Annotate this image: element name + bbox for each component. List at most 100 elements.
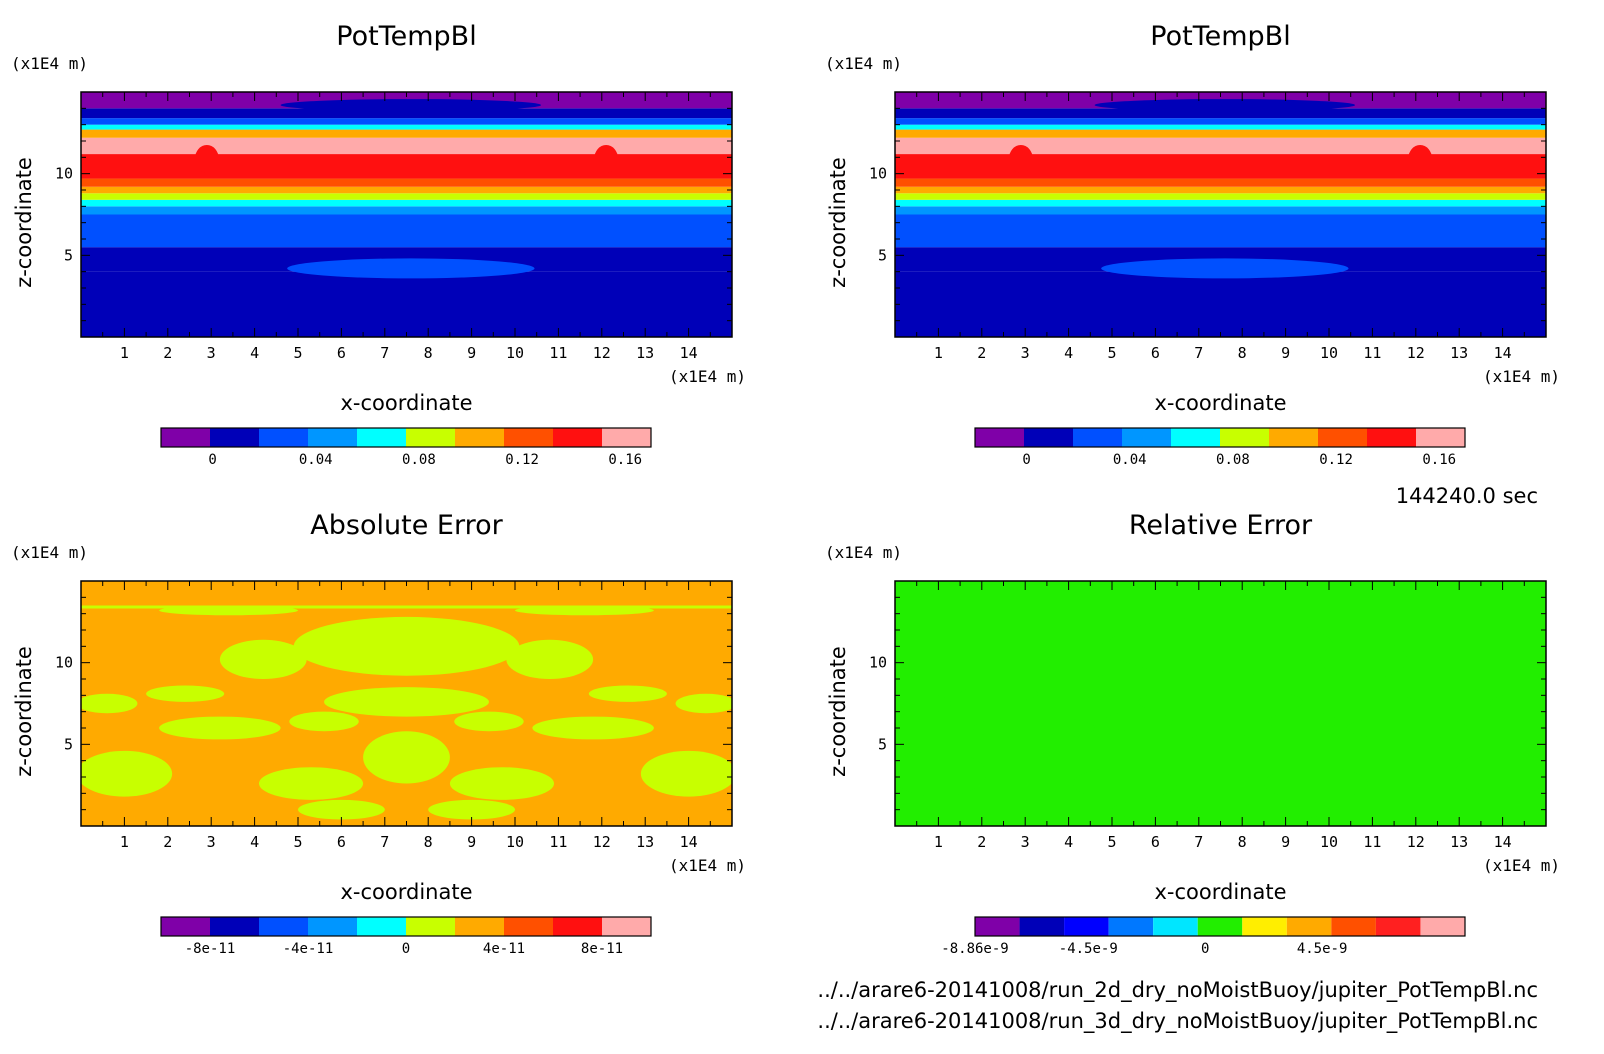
error-blob-2 xyxy=(1138,687,1303,717)
error-blob-15 xyxy=(454,711,524,732)
colorbar-tick-label: 0.04 xyxy=(1113,452,1147,468)
contour-band-9 xyxy=(81,154,732,179)
y-tick-label: 5 xyxy=(878,246,887,264)
x-tick-label: 10 xyxy=(506,344,524,362)
x-tick-label: 11 xyxy=(1363,344,1381,362)
chart-title: Absolute Error xyxy=(310,510,503,541)
y-unit-label: (x1E4 m) xyxy=(825,543,902,562)
plume-1 xyxy=(1008,144,1033,173)
colorbar-swatch xyxy=(1367,428,1416,447)
contour-band-13 xyxy=(895,118,1546,125)
error-blob-12 xyxy=(960,685,1039,702)
lens-upper xyxy=(280,99,542,112)
x-tick-label: 14 xyxy=(1494,344,1512,362)
y-tick-label: 10 xyxy=(55,165,73,183)
colorbar-swatch xyxy=(308,917,357,936)
plume-2 xyxy=(594,144,619,173)
x-tick-label: 9 xyxy=(1281,833,1290,851)
x-tick-label: 13 xyxy=(1450,833,1468,851)
x-tick-label: 3 xyxy=(207,833,216,851)
y-axis-label: z-coordinate xyxy=(12,646,36,777)
x-tick-label: 12 xyxy=(593,344,611,362)
colorbar-swatch xyxy=(210,917,259,936)
colorbar-frame xyxy=(160,916,652,937)
x-tick-label: 7 xyxy=(380,833,389,851)
colorbar-swatch xyxy=(1064,917,1109,936)
colorbar-swatch xyxy=(308,428,357,447)
contour-field xyxy=(895,581,1546,826)
colorbar-swatch xyxy=(1269,428,1318,447)
error-blob-4 xyxy=(219,639,307,680)
lens-lower xyxy=(287,258,535,279)
x-tick-label: 4 xyxy=(250,833,259,851)
colorbar-swatch xyxy=(357,917,406,936)
colorbar-frame xyxy=(974,916,1466,937)
colorbar-swatch xyxy=(1331,917,1376,936)
x-axis-label: x-coordinate xyxy=(1154,391,1286,415)
colorbar-swatch xyxy=(1108,917,1154,936)
colorbar-tick-label: 4.5e-9 xyxy=(1297,941,1348,957)
x-tick-label: 10 xyxy=(506,833,524,851)
x-tick-label: 2 xyxy=(977,833,986,851)
x-axis-label: x-coordinate xyxy=(340,391,472,415)
x-tick-label: 12 xyxy=(1407,344,1425,362)
colorbar-swatch xyxy=(1024,428,1073,447)
x-tick-label: 4 xyxy=(1064,344,1073,362)
colorbar-tick-label: 0.16 xyxy=(1422,452,1456,468)
x-tick-label: 10 xyxy=(1320,833,1338,851)
x-tick-label: 5 xyxy=(1107,344,1116,362)
x-tick-label: 1 xyxy=(934,833,943,851)
file-path-1: ../../arare6-20141008/run_2d_dry_noMoist… xyxy=(817,978,1538,1003)
x-tick-label: 8 xyxy=(424,344,433,362)
error-blob-4 xyxy=(1033,639,1121,680)
y-tick-label: 10 xyxy=(55,654,73,672)
error-blob-21 xyxy=(428,799,515,820)
x-unit-label: (x1E4 m) xyxy=(669,856,746,875)
colorbar-tick-label: -8e-11 xyxy=(185,941,236,957)
contour-field xyxy=(81,581,732,826)
x-tick-label: 11 xyxy=(549,344,567,362)
error-blob-7 xyxy=(532,716,654,740)
contour-band-9 xyxy=(895,154,1546,179)
error-blob-11 xyxy=(1263,767,1369,800)
contour-band-4 xyxy=(895,206,1546,215)
contour-field xyxy=(81,92,732,337)
error-blob-5 xyxy=(1320,639,1408,680)
colorbar-tick-label: -4.5e-9 xyxy=(1059,941,1118,957)
x-unit-label: (x1E4 m) xyxy=(1483,367,1560,386)
error-blob-20 xyxy=(1112,799,1199,820)
x-axis-label: x-coordinate xyxy=(340,880,472,904)
x-tick-label: 12 xyxy=(1407,833,1425,851)
contour-band-5 xyxy=(81,199,732,207)
y-tick-label: 10 xyxy=(869,654,887,672)
error-blob-16 xyxy=(81,693,138,714)
contour-band-8 xyxy=(895,178,1546,187)
y-tick-label: 10 xyxy=(869,165,887,183)
x-tick-label: 1 xyxy=(120,344,129,362)
x-tick-label: 9 xyxy=(1281,344,1290,362)
x-tick-label: 6 xyxy=(337,344,346,362)
error-blob-13 xyxy=(1402,685,1481,702)
x-tick-label: 13 xyxy=(636,344,654,362)
error-blob-17 xyxy=(675,693,732,714)
colorbar-frame xyxy=(160,427,652,448)
colorbar-swatch xyxy=(455,917,504,936)
colorbar-swatch xyxy=(161,917,210,936)
colorbar-tick-label: 0 xyxy=(402,941,410,957)
x-tick-label: 13 xyxy=(1450,344,1468,362)
colorbar-swatch xyxy=(1073,428,1122,447)
error-blob-6 xyxy=(973,716,1095,740)
x-tick-label: 3 xyxy=(1021,833,1030,851)
colorbar-tick-label: 8e-11 xyxy=(581,941,623,957)
lens-lower xyxy=(1101,258,1349,279)
colorbar-tick-label: 0.04 xyxy=(299,452,333,468)
error-blob-3 xyxy=(363,731,450,784)
x-tick-label: 8 xyxy=(424,833,433,851)
x-tick-label: 10 xyxy=(1320,344,1338,362)
colorbar-swatch xyxy=(1286,917,1332,936)
colorbar-swatch xyxy=(1122,428,1171,447)
contour-band-10 xyxy=(81,137,732,155)
contour-band-12 xyxy=(81,124,732,130)
time-label: 144240.0 sec xyxy=(1396,484,1538,508)
